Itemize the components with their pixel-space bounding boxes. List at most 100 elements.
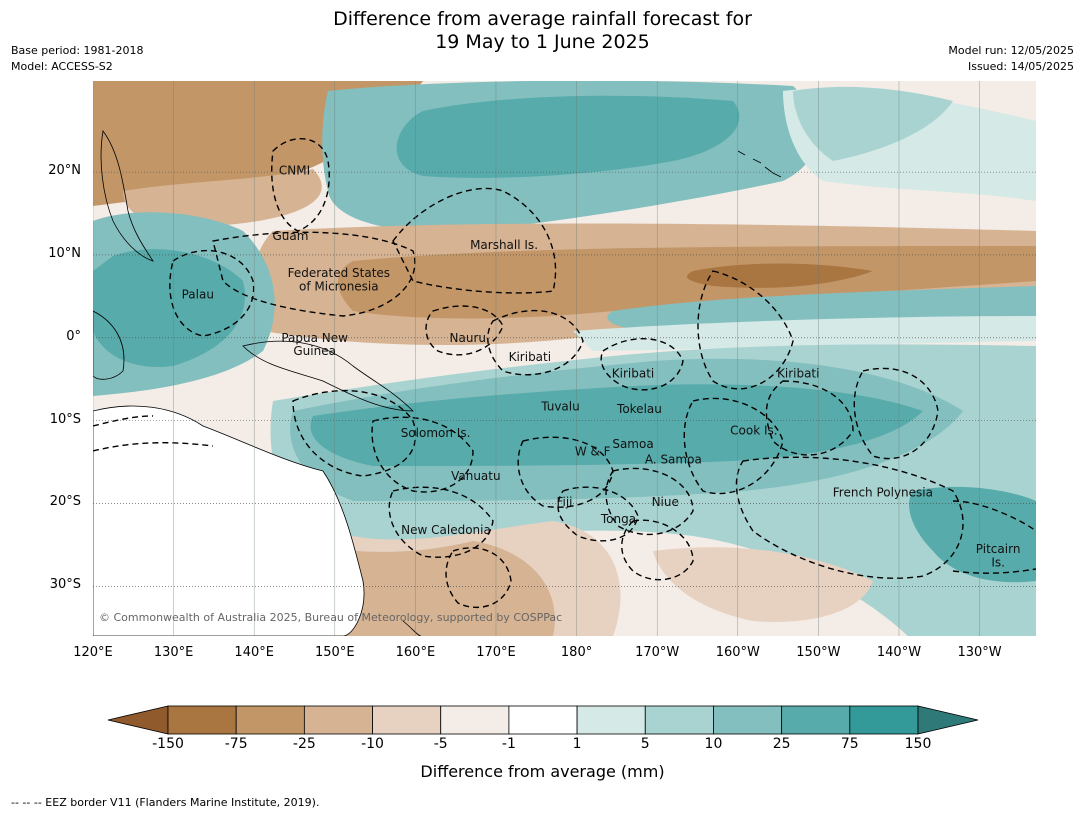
colorbar-tick-label: -10	[361, 736, 384, 752]
latitude-label: 10°S	[49, 411, 81, 427]
colorbar-tick-label: 75	[840, 736, 859, 752]
place-label: Niue	[652, 495, 679, 509]
map-title-line2: 19 May to 1 June 2025	[435, 31, 650, 53]
latitude-label: 10°N	[48, 245, 81, 261]
wet-spcz-east	[909, 486, 1036, 583]
eez-borders	[93, 137, 1036, 608]
place-label: Samoa	[612, 437, 653, 451]
place-label: Fiji	[556, 495, 572, 509]
colorbar-segment	[235, 705, 305, 735]
colorbar-segment	[508, 705, 578, 735]
base-period: Base period: 1981-2018	[11, 44, 144, 57]
place-label: Tuvalu	[540, 400, 580, 414]
colorbar-segment	[167, 705, 237, 735]
place-label: Tokelau	[616, 402, 662, 416]
meta-right: Model run: 12/05/2025 Issued: 14/05/2025	[948, 43, 1074, 75]
wet-western-core	[93, 249, 245, 367]
longitude-label: 170°W	[635, 645, 680, 660]
place-label: Guinea	[293, 344, 336, 358]
colorbar-tick-label: 5	[640, 736, 650, 752]
light-wet-east	[793, 86, 953, 161]
new-zealand-edge	[402, 620, 422, 636]
place-label: of Micronesia	[299, 279, 379, 293]
philippines-land	[100, 130, 154, 262]
latitude-label: 20°N	[48, 163, 81, 179]
longitude-label: 150°W	[796, 645, 841, 660]
colorbar-tick-label: -1	[501, 736, 516, 752]
place-label: Kiribati	[777, 366, 819, 380]
place-label: CNMI	[279, 163, 310, 177]
longitude-label: 140°W	[876, 645, 922, 660]
colorbar-tick-label: -150	[152, 736, 184, 752]
place-label: Nauru	[450, 331, 486, 345]
longitude-label: 170°E	[476, 645, 516, 660]
colorbar-extend-low	[107, 705, 169, 735]
rainfall-map: CNMI Guam Marshall Is. Federated States of M…	[93, 81, 1036, 636]
moderately-dry-north	[123, 169, 322, 227]
australia-land	[93, 405, 365, 636]
longitude-label: 160°W	[715, 645, 760, 660]
longitude-label: 120°E	[73, 645, 113, 660]
place-label: Kiribati	[509, 350, 551, 364]
borneo-land	[93, 310, 125, 380]
copyright-notice: © Commonwealth of Australia 2025, Bureau…	[99, 611, 562, 624]
longitude-label: 130°E	[153, 645, 194, 660]
map-title-line1: Difference from average rainfall forecas…	[333, 8, 752, 30]
colorbar-segment	[576, 705, 646, 735]
light-wet-strip	[573, 316, 1036, 351]
meta-left: Base period: 1981-2018 Model: ACCESS-S2	[11, 43, 143, 75]
colorbar-segment	[372, 705, 442, 735]
issued-date: Issued: 14/05/2025	[967, 60, 1074, 73]
colorbar-segment	[644, 705, 714, 735]
colorbar-extend-high	[917, 705, 979, 735]
place-label: Solomon Is.	[401, 426, 471, 440]
latitude-label: 30°S	[49, 577, 81, 593]
wet-north-core	[396, 95, 740, 178]
place-label: Tonga	[600, 512, 636, 526]
colorbar-tick-label: 25	[772, 736, 791, 752]
place-label: Kiribati	[612, 366, 654, 380]
colorbar-tick-label: 10	[704, 736, 723, 752]
colorbar-tick-label: 1	[572, 736, 582, 752]
strong-dry-band	[338, 246, 1036, 319]
colorbar-tick-label: -5	[433, 736, 448, 752]
wet-spcz-core	[310, 384, 923, 466]
place-label: Pitcairn	[976, 542, 1021, 556]
place-label: Is.	[991, 555, 1005, 569]
place-label: Vanuatu	[451, 469, 501, 483]
hawaii-land	[737, 150, 782, 178]
longitude-label: 150°E	[315, 645, 355, 660]
colorbar-tick-label: -75	[224, 736, 248, 752]
colorbar-segment	[303, 705, 373, 735]
longitude-label: 140°E	[234, 645, 274, 660]
place-label: Papua New	[281, 331, 348, 345]
colorbar-segment	[849, 705, 919, 735]
colorbar	[107, 705, 979, 735]
place-label: Cook Is.	[730, 424, 777, 438]
colorbar-segment	[713, 705, 783, 735]
eez-footnote: -- -- -- EEZ border V11 (Flanders Marine…	[11, 796, 320, 809]
colorbar-label: Difference from average (mm)	[420, 762, 665, 781]
latitude-label: 20°S	[49, 494, 81, 510]
place-label: Guam	[272, 229, 308, 243]
place-label: Federated States	[288, 266, 390, 280]
new-guinea-land	[242, 340, 414, 412]
longitude-label: 160°E	[395, 645, 436, 660]
colorbar-segment	[440, 705, 510, 735]
strongest-dry-band	[687, 263, 873, 288]
latitude-label: 0°	[66, 328, 81, 344]
colorbar-tick-label: -25	[292, 736, 316, 752]
light-dry-south	[653, 547, 873, 622]
graticule	[93, 81, 1036, 636]
place-label: New Caledonia	[401, 523, 491, 537]
longitude-label: 130°W	[957, 645, 1002, 660]
place-label: Palau	[182, 288, 214, 302]
place-label: A. Samoa	[645, 453, 702, 467]
longitude-label: 180°	[560, 645, 593, 660]
place-label: W & F	[575, 444, 611, 458]
colorbar-tick-label: 150	[904, 736, 932, 752]
model-name: Model: ACCESS-S2	[11, 60, 113, 73]
place-label: Marshall Is.	[470, 238, 538, 252]
